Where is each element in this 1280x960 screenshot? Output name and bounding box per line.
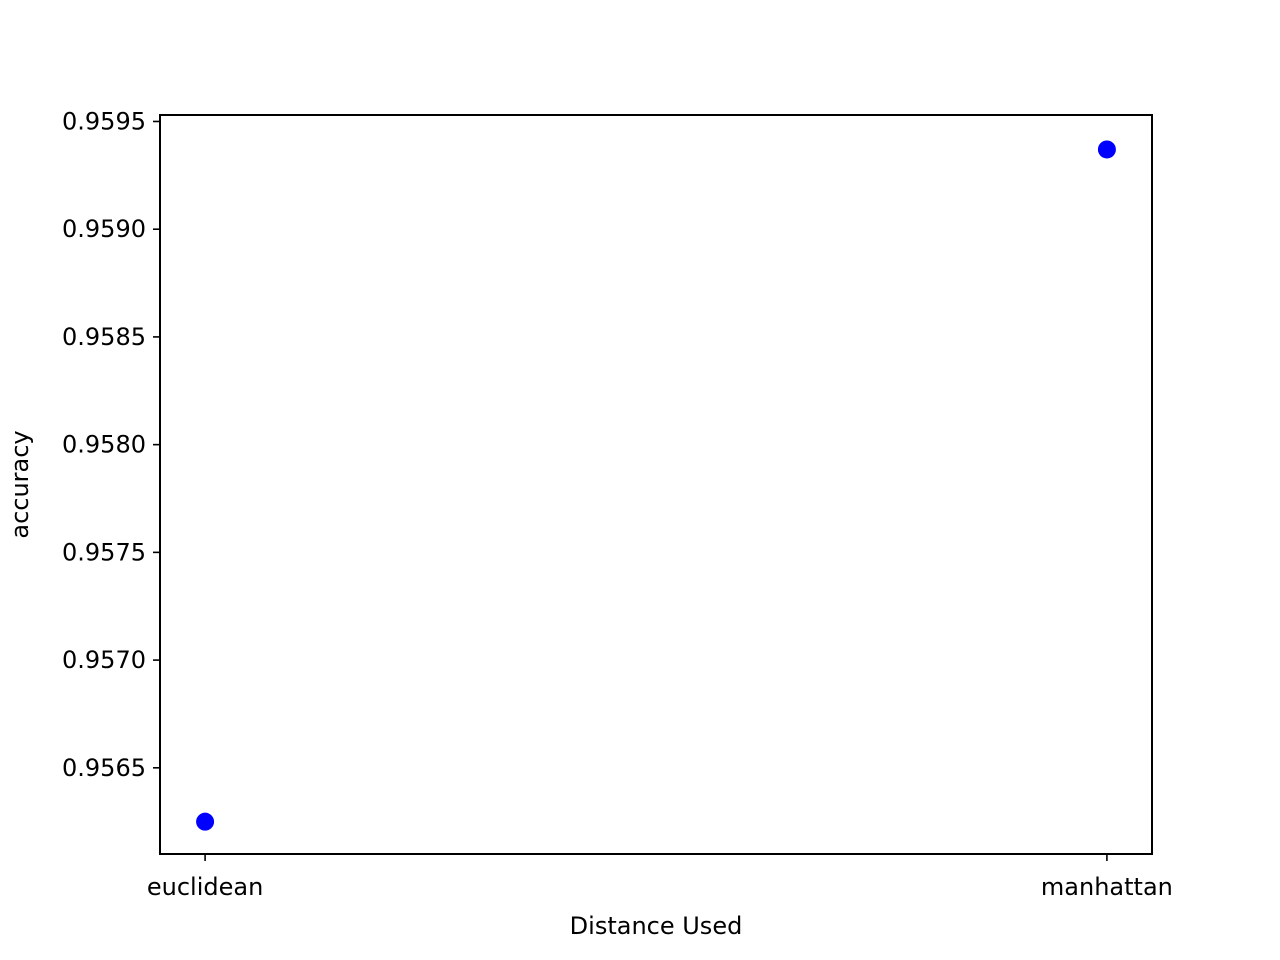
y-axis-ticks: 0.9565 0.9570 0.9575 0.9580 0.9585 0.9590 0.95… bbox=[62, 107, 160, 782]
x-tick-label: manhattan bbox=[1041, 873, 1173, 901]
x-tick-label: euclidean bbox=[147, 873, 263, 901]
x-axis-label: Distance Used bbox=[570, 912, 743, 940]
plot-area-frame bbox=[159, 114, 1153, 855]
data-points bbox=[196, 140, 1116, 831]
y-axis-label: accuracy bbox=[6, 430, 34, 538]
y-tick-label: 0.9570 bbox=[62, 646, 146, 674]
data-point bbox=[1097, 140, 1116, 159]
y-tick-label: 0.9590 bbox=[62, 215, 146, 243]
y-tick-label: 0.9580 bbox=[62, 431, 146, 459]
y-tick-label: 0.9575 bbox=[62, 538, 146, 566]
y-tick-label: 0.9595 bbox=[62, 107, 146, 135]
y-tick-label: 0.9585 bbox=[62, 323, 146, 351]
y-tick-label: 0.9565 bbox=[62, 754, 146, 782]
x-axis-ticks: euclidean manhattan bbox=[147, 854, 1173, 901]
data-point bbox=[196, 812, 215, 831]
